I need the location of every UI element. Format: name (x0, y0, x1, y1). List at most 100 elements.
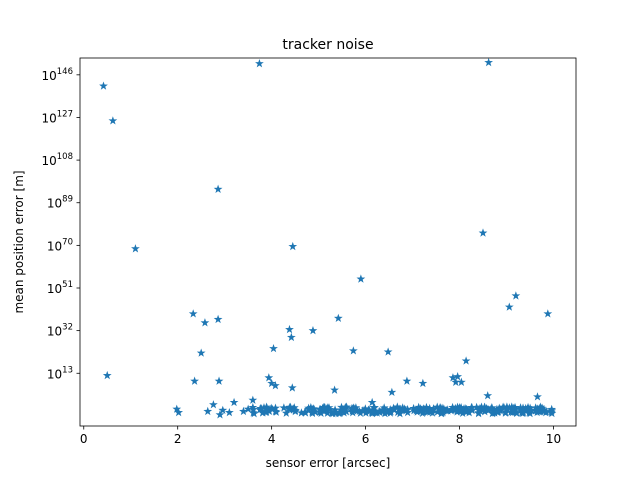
data-point (477, 402, 486, 411)
y-tick-label: 10108 (41, 152, 73, 168)
data-point (423, 407, 432, 416)
data-point (257, 404, 266, 413)
data-point (174, 407, 184, 417)
data-point (436, 403, 445, 413)
y-tick-label: 10127 (41, 109, 73, 125)
data-point (478, 228, 488, 237)
data-point (543, 309, 553, 318)
data-point (215, 410, 225, 419)
data-point (285, 324, 294, 334)
data-point (482, 403, 491, 413)
data-point (378, 405, 387, 414)
data-point (428, 405, 438, 414)
plot-frame (79, 57, 577, 427)
data-point (99, 81, 108, 90)
data-point (334, 408, 344, 418)
data-point (330, 385, 339, 394)
data-point (304, 403, 313, 412)
data-point (369, 402, 379, 412)
data-point (480, 407, 490, 416)
x-tick-label: 2 (174, 432, 182, 446)
data-point (271, 406, 280, 416)
data-point (414, 402, 424, 412)
data-point (297, 408, 306, 417)
data-point (188, 309, 198, 318)
data-point (267, 378, 277, 388)
data-point (348, 346, 358, 355)
data-point (420, 404, 429, 414)
data-point (532, 405, 542, 415)
data-point (330, 405, 340, 414)
data-point (286, 332, 296, 342)
y-axis-label: mean position error [m] (12, 170, 26, 313)
data-point (337, 405, 347, 415)
data-point (453, 405, 463, 414)
data-point (213, 184, 223, 193)
data-point (487, 403, 497, 412)
data-point (531, 403, 541, 412)
x-tick-label: 10 (546, 432, 561, 446)
data-point (448, 373, 458, 382)
data-point (264, 373, 274, 382)
data-point (190, 376, 199, 385)
data-point (395, 404, 405, 413)
x-axis: 0 2 4 6 8 10 (80, 426, 561, 446)
data-point (261, 407, 271, 417)
y-tick-label: 1089 (47, 195, 73, 211)
data-point (255, 59, 264, 68)
data-point (328, 409, 338, 418)
data-point (457, 377, 466, 386)
data-point (367, 397, 377, 407)
data-point (290, 406, 300, 416)
data-point (533, 392, 542, 401)
data-point (286, 402, 295, 411)
data-point (383, 347, 393, 356)
y-tick-label: 1051 (47, 280, 73, 296)
data-point (365, 406, 375, 416)
data-point (301, 408, 310, 417)
data-point (411, 406, 421, 415)
data-point (288, 241, 298, 251)
data-point (218, 405, 228, 415)
data-point (375, 406, 385, 416)
data-point (437, 408, 447, 418)
data-point (547, 408, 557, 418)
data-point (487, 408, 497, 418)
data-point (339, 408, 349, 417)
data-point (131, 244, 140, 253)
data-point (461, 356, 471, 365)
data-point (387, 387, 397, 397)
data-point (439, 405, 449, 414)
data-point (474, 408, 484, 417)
data-point (279, 403, 289, 412)
data-point (403, 407, 412, 417)
y-tick-label: 10146 (41, 67, 73, 83)
x-tick-label: 0 (80, 432, 88, 446)
data-point (472, 402, 481, 412)
data-point (483, 391, 493, 400)
data-point (448, 404, 458, 414)
y-tick-label: 1032 (47, 323, 73, 339)
data-point (287, 383, 297, 392)
data-point (467, 405, 477, 414)
data-point (523, 403, 533, 412)
data-point (243, 404, 253, 413)
data-point (325, 404, 334, 414)
data-point (502, 404, 512, 413)
data-point (518, 404, 528, 413)
data-point (382, 406, 392, 415)
data-point (456, 407, 466, 416)
data-point (196, 348, 206, 357)
x-tick-label: 4 (268, 432, 276, 446)
data-point (333, 313, 343, 323)
data-point (456, 404, 466, 413)
data-point (492, 407, 502, 416)
data-point (203, 406, 213, 416)
x-tick-label: 8 (456, 432, 464, 446)
data-point (524, 405, 534, 415)
x-axis-label: sensor error [arcsec] (266, 456, 391, 470)
data-point (453, 372, 463, 381)
data-point (248, 395, 258, 404)
